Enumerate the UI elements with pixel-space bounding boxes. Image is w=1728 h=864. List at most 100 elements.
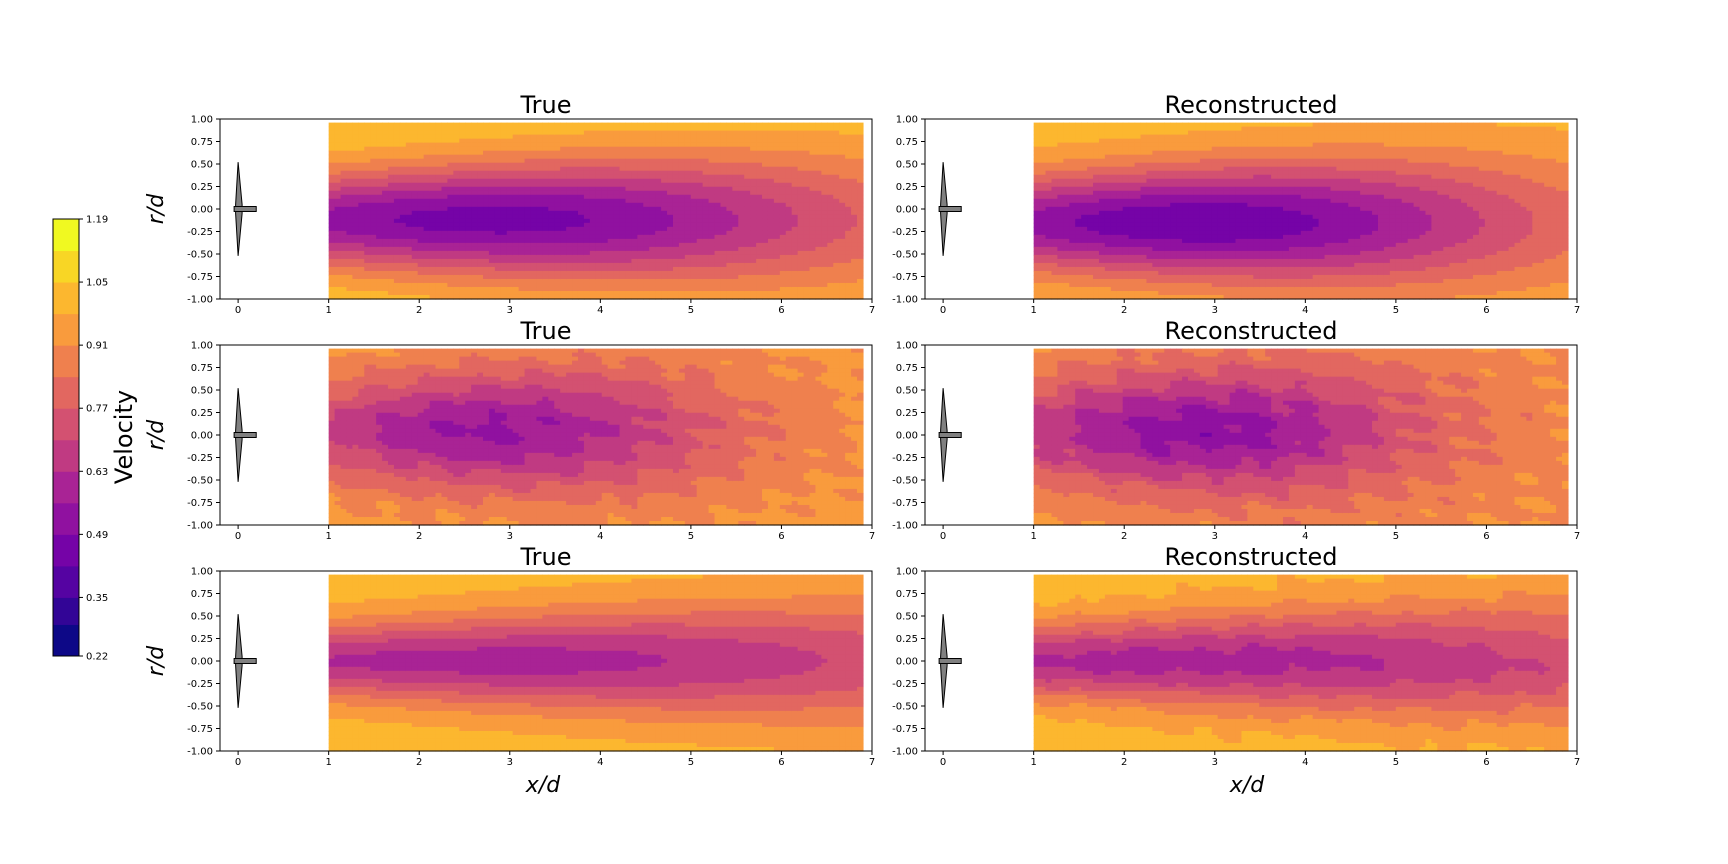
contour-cell <box>352 179 359 184</box>
contour-cell <box>519 279 526 284</box>
contour-cell <box>388 235 395 240</box>
contour-cell <box>430 135 437 140</box>
contour-cell <box>453 195 460 200</box>
contour-cell <box>554 131 561 136</box>
contour-cell <box>483 199 490 204</box>
contour-cell <box>566 123 573 128</box>
contour-cell <box>335 219 342 224</box>
contour-cell <box>501 223 508 228</box>
contour-cell <box>519 291 526 296</box>
contour-cell <box>447 219 454 224</box>
contour-cell <box>412 215 419 220</box>
contour-cell <box>525 175 532 180</box>
contour-cell <box>406 255 413 260</box>
contour-cell <box>394 143 401 148</box>
contour-cell <box>447 223 454 228</box>
contour-cell <box>554 175 561 180</box>
contour-cell <box>424 147 431 152</box>
contour-cell <box>346 195 353 200</box>
contour-cell <box>329 243 336 248</box>
contour-cell <box>483 259 490 264</box>
colorbar-band <box>53 345 79 377</box>
contour-cell <box>501 239 508 244</box>
contour-cell <box>525 179 532 184</box>
contour-cell <box>483 227 490 232</box>
contour-cell <box>418 279 425 284</box>
contour-cell <box>436 199 443 204</box>
contour-cell <box>459 159 466 164</box>
contour-cell <box>477 239 484 244</box>
contour-cell <box>459 171 466 176</box>
contour-cell <box>388 187 395 192</box>
contour-cell <box>525 183 532 188</box>
contour-cell <box>352 143 359 148</box>
contour-cell <box>394 235 401 240</box>
contour-cell <box>560 231 567 236</box>
contour-cell <box>329 239 336 244</box>
contour-cell <box>507 211 514 216</box>
contour-cell <box>525 251 532 256</box>
contour-cell <box>477 215 484 220</box>
contour-cell <box>388 159 395 164</box>
contour-cell <box>418 183 425 188</box>
contour-cell <box>501 267 508 272</box>
contour-cell <box>400 227 407 232</box>
contour-cell <box>513 239 520 244</box>
contour-cell <box>525 283 532 288</box>
contour-cell <box>513 199 520 204</box>
contour-cell <box>465 259 472 264</box>
contour-cell <box>394 171 401 176</box>
contour-cell <box>519 167 526 172</box>
contour-cell <box>341 267 348 272</box>
contour-cell <box>346 175 353 180</box>
contour-cell <box>394 195 401 200</box>
contour-cell <box>548 159 555 164</box>
contour-cell <box>406 171 413 176</box>
contour-cell <box>335 211 342 216</box>
contour-cell <box>459 199 466 204</box>
contour-cell <box>453 255 460 260</box>
contour-cell <box>471 263 478 268</box>
contour-cell <box>507 195 514 200</box>
contour-cell <box>329 279 336 284</box>
contour-cell <box>471 243 478 248</box>
contour-cell <box>525 127 532 132</box>
colorbar-band <box>53 624 79 656</box>
contour-cell <box>370 175 377 180</box>
contour-cell <box>346 207 353 212</box>
contour-cell <box>507 163 514 168</box>
contour-cell <box>406 127 413 132</box>
contour-cell <box>536 283 543 288</box>
contour-cell <box>483 191 490 196</box>
contour-cell <box>495 279 502 284</box>
contour-cell <box>346 251 353 256</box>
contour-cell <box>352 271 359 276</box>
contour-cell <box>352 239 359 244</box>
contour-cell <box>441 275 448 280</box>
contour-cell <box>536 223 543 228</box>
contour-cell <box>352 199 359 204</box>
contour-cell <box>453 267 460 272</box>
contour-cell <box>513 123 520 128</box>
contour-cell <box>346 163 353 168</box>
contour-cell <box>483 147 490 152</box>
contour-cell <box>477 167 484 172</box>
contour-cell <box>495 271 502 276</box>
contour-cell <box>352 263 359 268</box>
contour-cell <box>370 155 377 160</box>
contour-cell <box>352 219 359 224</box>
contour-cell <box>489 187 496 192</box>
contour-cell <box>370 215 377 220</box>
contour-cell <box>352 183 359 188</box>
contour-cell <box>376 147 383 152</box>
contour-cell <box>436 195 443 200</box>
contour-cell <box>542 263 549 268</box>
contour-cell <box>341 271 348 276</box>
contour-cell <box>370 139 377 144</box>
contour-cell <box>554 211 561 216</box>
contour-cell <box>465 235 472 240</box>
contour-cell <box>364 251 371 256</box>
contour-cell <box>370 283 377 288</box>
contour-cell <box>412 267 419 272</box>
contour-cell <box>566 151 573 156</box>
